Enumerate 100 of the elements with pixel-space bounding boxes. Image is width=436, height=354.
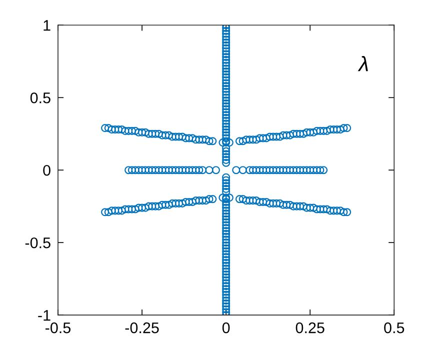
- point: [148, 166, 156, 174]
- point: [316, 166, 324, 174]
- point: [158, 200, 166, 209]
- point: [188, 198, 196, 206]
- point: [104, 208, 112, 216]
- point: [326, 125, 334, 134]
- point: [162, 200, 170, 209]
- point: [208, 195, 217, 204]
- point: [205, 195, 214, 204]
- point: [322, 205, 331, 214]
- point: [306, 166, 314, 174]
- point: [128, 126, 136, 135]
- point: [192, 136, 200, 144]
- point: [154, 166, 163, 174]
- point: [238, 195, 247, 204]
- point: [118, 206, 126, 215]
- point: [114, 125, 123, 134]
- point: [286, 166, 294, 174]
- point: [111, 125, 120, 134]
- point: [302, 204, 311, 212]
- point: [178, 199, 186, 208]
- point: [168, 132, 176, 141]
- point: [154, 202, 163, 210]
- point: [151, 202, 160, 210]
- point: [296, 166, 304, 174]
- point: [185, 166, 194, 174]
- point: [144, 202, 153, 210]
- point: [164, 200, 173, 209]
- point: [154, 130, 163, 138]
- point: [299, 130, 308, 138]
- point: [332, 125, 342, 134]
- point: [108, 206, 116, 215]
- point: [306, 128, 314, 136]
- point: [302, 166, 311, 174]
- point: [195, 196, 204, 205]
- point: [121, 205, 130, 214]
- point: [262, 134, 270, 142]
- point: [282, 166, 291, 174]
- point: [340, 124, 348, 132]
- point: [124, 166, 133, 174]
- point: [158, 166, 166, 174]
- point: [309, 128, 318, 136]
- point: [104, 124, 112, 132]
- point: [259, 198, 268, 206]
- point: [185, 134, 194, 142]
- point: [248, 166, 257, 174]
- point: [292, 166, 301, 174]
- point: [131, 166, 140, 174]
- point: [138, 166, 146, 174]
- point: [124, 126, 133, 135]
- point: [282, 200, 291, 209]
- point: [168, 199, 176, 208]
- point: [286, 200, 294, 209]
- point: [232, 166, 240, 174]
- point: [151, 166, 160, 174]
- point: [195, 166, 204, 174]
- point: [269, 199, 278, 208]
- point: [182, 134, 190, 142]
- point: [141, 204, 150, 212]
- point: [276, 199, 284, 208]
- point: [174, 199, 184, 208]
- point: [272, 199, 281, 208]
- point: [320, 166, 328, 174]
- point: [235, 137, 244, 146]
- point: [188, 166, 196, 174]
- x-tick-label: 0: [222, 322, 230, 334]
- point: [118, 125, 126, 134]
- point: [266, 166, 274, 174]
- point: [188, 134, 196, 142]
- point: [299, 202, 308, 210]
- annotation: λ: [358, 56, 368, 72]
- point: [246, 166, 254, 174]
- point: [208, 137, 217, 146]
- point: [174, 166, 184, 174]
- point: [320, 205, 328, 214]
- point: [178, 132, 186, 141]
- point: [198, 166, 207, 174]
- point: [312, 205, 321, 214]
- y-tick-label: 0.5: [30, 92, 50, 104]
- point: [276, 166, 284, 174]
- point: [296, 202, 304, 210]
- point: [289, 202, 298, 210]
- y-tick-label: -0.5: [25, 237, 50, 248]
- point: [272, 132, 281, 141]
- point: [225, 194, 234, 202]
- y-tick-label: -1: [38, 310, 50, 321]
- x-tick-label: 0.5: [384, 322, 404, 334]
- point: [114, 206, 123, 215]
- point: [158, 131, 166, 140]
- point: [269, 166, 278, 174]
- point: [111, 206, 120, 215]
- point: [164, 166, 173, 174]
- point: [174, 132, 184, 141]
- point: [202, 196, 210, 205]
- point: [134, 204, 143, 212]
- y-tick-label: 1: [44, 20, 50, 31]
- point: [309, 166, 318, 174]
- point: [276, 132, 284, 141]
- point: [296, 130, 304, 138]
- point: [134, 128, 143, 136]
